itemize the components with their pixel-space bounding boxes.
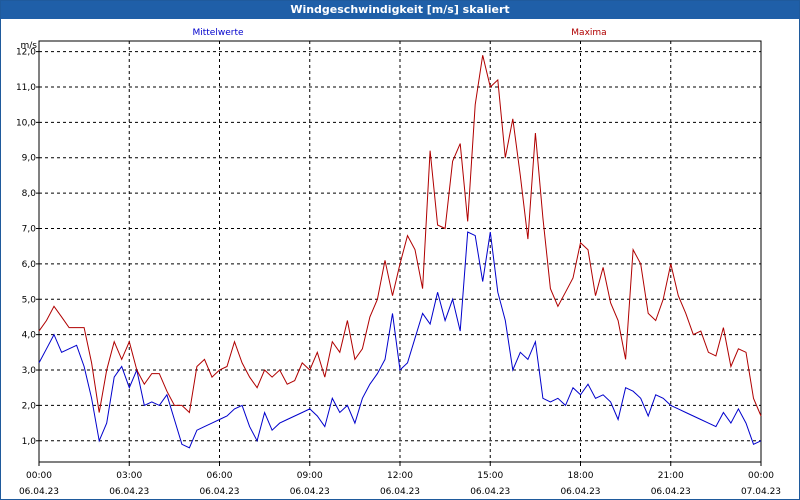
legend-max: Maxima [571, 28, 606, 38]
x-tick-time: 21:00 [658, 471, 684, 481]
x-tick-time: 18:00 [568, 471, 594, 481]
x-tick-time: 00:00 [26, 471, 52, 481]
x-tick-date: 06.04.23 [470, 487, 510, 497]
y-axis-label: m/s [21, 41, 38, 51]
x-tick-time: 09:00 [297, 471, 323, 481]
x-tick-date: 06.04.23 [380, 487, 420, 497]
y-tick-label: 12,0 [16, 48, 36, 58]
y-tick-label: 5,0 [22, 295, 37, 305]
x-tick-date: 06.04.23 [199, 487, 239, 497]
y-axis-ticks: 1,0 2,0 3,0 4,0 5,0 6,0 7,0 8,0 9,0 10,0 11,0 12,0 [16, 48, 39, 447]
x-tick-date: 06.04.23 [560, 487, 600, 497]
y-tick-label: 2,0 [22, 401, 37, 411]
x-tick-date: 06.04.23 [109, 487, 149, 497]
grid-lines [39, 41, 761, 462]
series-line-max [38, 55, 762, 417]
x-tick-time: 03:00 [116, 471, 142, 481]
y-tick-label: 1,0 [22, 437, 37, 447]
x-tick-date: 06.04.23 [19, 487, 59, 497]
x-tick-date: 06.04.23 [290, 487, 330, 497]
x-axis-ticks: 00:00 06.04.23 03:00 06.04.23 06:00 06.04.23 0… [19, 462, 781, 497]
window-title: Windgeschwindigkeit [m/s] skaliert [1, 1, 799, 19]
x-tick-time: 00:00 [748, 471, 774, 481]
y-tick-label: 8,0 [22, 189, 37, 199]
x-tick-time: 15:00 [477, 471, 503, 481]
x-tick-time: 12:00 [387, 471, 413, 481]
legend-mean: Mittelwerte [192, 28, 243, 38]
y-tick-label: 9,0 [22, 154, 37, 164]
x-tick-date: 06.04.23 [651, 487, 691, 497]
series-line-mean [38, 231, 762, 449]
y-tick-label: 10,0 [16, 118, 36, 128]
y-tick-label: 4,0 [22, 331, 37, 341]
y-tick-label: 3,0 [22, 366, 37, 376]
x-tick-date: 07.04.23 [741, 487, 781, 497]
x-tick-time: 06:00 [207, 471, 233, 481]
y-tick-label: 6,0 [22, 260, 37, 270]
y-tick-label: 11,0 [16, 83, 36, 93]
series-lines [38, 55, 762, 449]
y-tick-label: 7,0 [22, 225, 37, 235]
